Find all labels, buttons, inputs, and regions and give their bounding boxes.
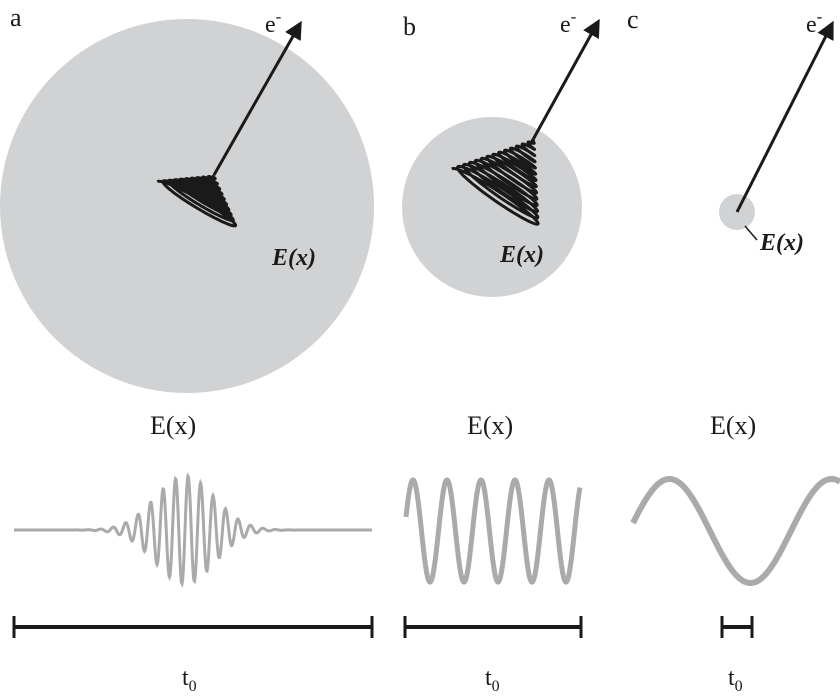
waveform-a bbox=[14, 476, 372, 583]
waveform-c bbox=[633, 479, 840, 583]
panel-letter-b: b bbox=[403, 12, 416, 41]
field-label-a: E(x) bbox=[271, 245, 316, 271]
electron-label-c: e- bbox=[806, 7, 823, 38]
time-label-b: t0 bbox=[485, 665, 500, 695]
panel-b: b e- E(x) E(x) t0 bbox=[402, 7, 598, 695]
field-region-a bbox=[0, 19, 374, 393]
field-label-b: E(x) bbox=[499, 242, 544, 268]
electron-label-b: e- bbox=[560, 7, 577, 38]
time-bar-b bbox=[405, 616, 581, 638]
plot-title-c: E(x) bbox=[710, 411, 756, 440]
time-bar-a bbox=[14, 616, 372, 638]
panel-a: a e- E(x) E(x) t0 bbox=[0, 3, 374, 695]
panel-c: c e- E(x) E(x) t0 bbox=[627, 5, 840, 695]
electron-arrow-b bbox=[530, 22, 598, 145]
plot-title-a: E(x) bbox=[150, 411, 196, 440]
time-label-c: t0 bbox=[728, 665, 743, 695]
time-bar-c bbox=[722, 616, 752, 638]
panel-letter-a: a bbox=[10, 3, 22, 32]
waveform-b bbox=[406, 480, 580, 582]
field-label-c: E(x) bbox=[759, 230, 804, 256]
electron-arrow-c bbox=[737, 24, 832, 212]
electron-label-a: e- bbox=[265, 7, 282, 38]
panel-letter-c: c bbox=[627, 5, 639, 34]
time-label-a: t0 bbox=[182, 665, 197, 695]
plot-title-b: E(x) bbox=[467, 411, 513, 440]
field-label-leader-c bbox=[745, 226, 757, 240]
field-region-b bbox=[402, 117, 582, 297]
